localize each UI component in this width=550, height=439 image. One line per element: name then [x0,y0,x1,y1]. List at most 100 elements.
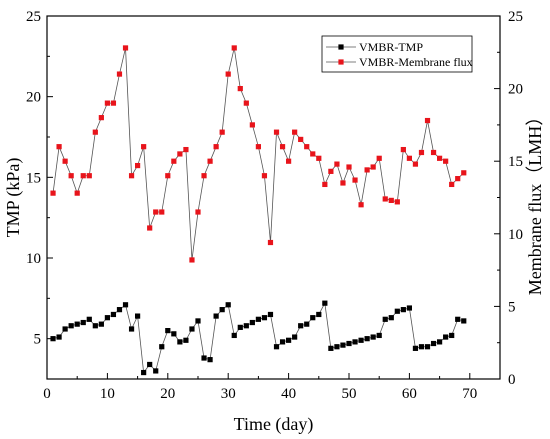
data-point [237,324,243,330]
data-point [304,321,310,327]
data-point [50,190,56,196]
x-tick-label: 50 [342,386,357,402]
legend-entry: VMBR-TMP [326,40,423,54]
data-point [165,328,171,334]
data-point [249,122,255,128]
x-tick-label: 10 [100,386,115,402]
data-point [110,100,117,106]
data-point [418,344,425,350]
data-point [400,146,406,153]
data-point [394,199,400,205]
data-point [122,45,129,51]
data-point [388,315,394,321]
data-point [86,173,92,179]
data-point [255,144,261,150]
data-point [231,332,237,339]
data-point [358,202,364,208]
data-point [455,316,461,322]
y-left-tick-label: 5 [34,332,42,348]
data-point [412,161,419,167]
data-point [304,144,310,150]
data-point [364,167,370,173]
data-point [80,319,86,326]
data-point [255,316,261,322]
data-point [189,257,195,263]
data-point [346,340,352,347]
data-point [249,319,255,326]
data-point [382,316,388,322]
data-point [147,225,153,231]
data-point [195,318,201,324]
data-point [437,339,443,345]
data-point [243,323,249,329]
data-point [340,342,346,348]
data-point [68,173,74,179]
data-point [92,323,98,329]
x-tick-label: 0 [43,386,51,402]
data-point [388,197,394,203]
data-point [183,146,189,153]
data-point [424,117,431,124]
series-group [50,45,467,376]
data-point [128,173,135,179]
data-point [382,196,388,202]
data-point [128,326,135,332]
y-left-tick-label: 20 [26,90,41,106]
x-tick-label: 40 [281,386,296,402]
data-point [56,334,62,340]
data-point [74,321,80,327]
data-point [201,173,207,179]
data-point [358,337,364,343]
data-point [153,368,159,374]
data-point [334,161,340,167]
y-left-tick-label: 15 [26,170,41,186]
data-point [273,344,280,350]
data-point [147,361,153,368]
data-point [273,129,280,135]
data-point [62,158,68,164]
data-point [430,149,437,156]
y-right-tick-label: 15 [508,154,523,170]
data-point [50,336,56,342]
data-point [219,129,225,135]
data-point [110,311,117,318]
data-point [68,323,74,329]
data-point [62,326,68,332]
data-point [406,155,412,161]
x-tick-label: 30 [221,386,236,402]
y-right-tick-label: 25 [508,9,523,25]
data-point [406,305,412,311]
data-point [394,308,400,314]
data-point [322,181,328,188]
data-point [225,71,231,77]
data-point [370,164,376,170]
data-point [376,332,382,339]
data-point [141,144,147,150]
data-point [279,144,286,150]
data-point [195,209,201,215]
data-point [449,181,455,188]
data-point [231,45,237,51]
data-point [80,173,86,179]
series-line [52,47,465,260]
legend-marker [338,44,344,50]
data-point [159,209,165,215]
data-point [286,337,292,343]
data-point [237,86,243,92]
data-point [322,300,328,306]
data-point [243,100,249,106]
data-point [364,336,370,342]
data-point [412,345,419,351]
legend-marker [338,59,344,65]
data-point [340,180,346,186]
data-point [189,326,195,332]
data-point [334,344,340,350]
data-point [183,337,189,343]
data-point [286,158,292,164]
data-point [122,302,129,308]
data-point [443,334,449,340]
data-point [267,311,274,318]
data-point [437,155,443,161]
data-point [141,369,147,376]
